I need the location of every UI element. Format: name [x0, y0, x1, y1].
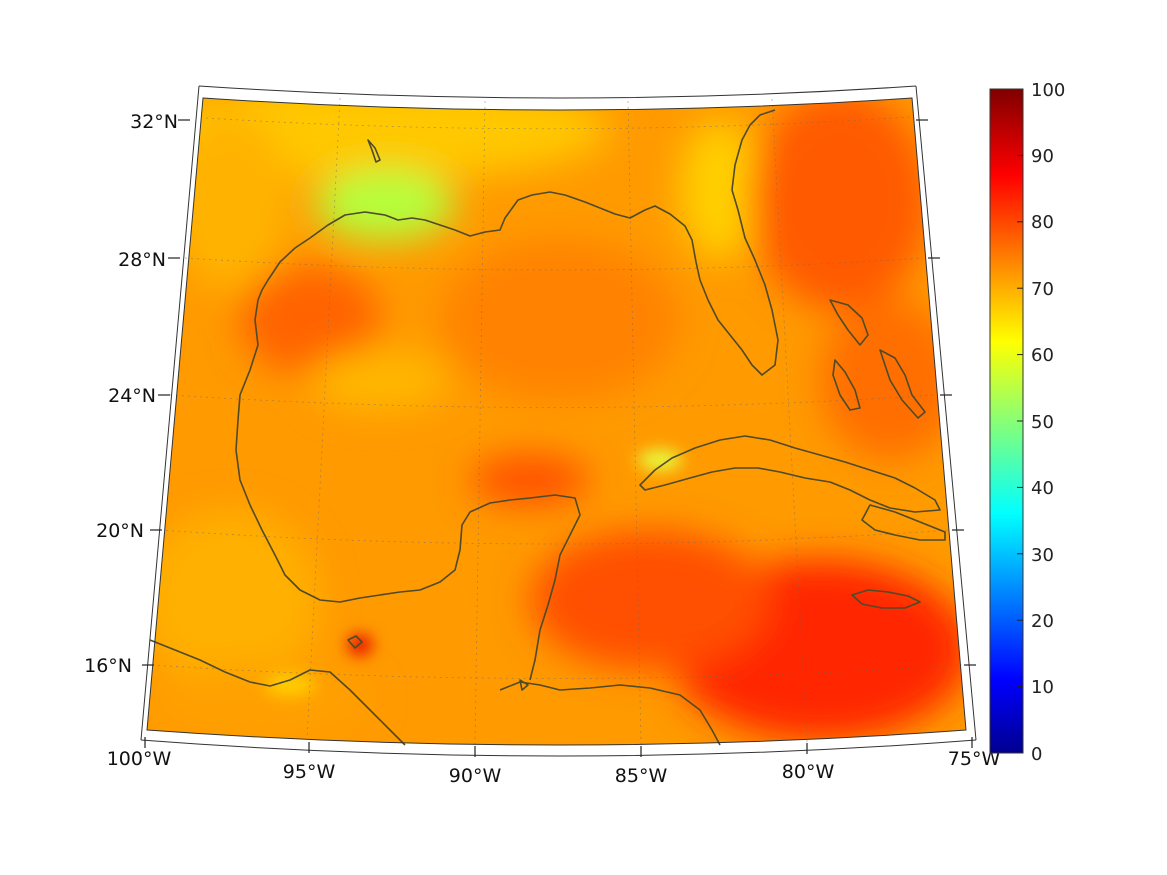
- coast-gulf-north: [257, 109, 779, 376]
- field-spot-coast-yellow: [265, 675, 315, 695]
- colorbar-label-10: 10: [1031, 677, 1054, 698]
- lat-label-20n: 20°N: [96, 520, 144, 542]
- field-patch-gulf-yellow: [310, 350, 450, 410]
- coast-central-america: [499, 681, 721, 746]
- coast-lake: [367, 139, 381, 163]
- field-patch-atlantic-red: [750, 98, 930, 310]
- field-spot-cuba-green: [638, 450, 682, 470]
- field-patch-pacific: [150, 665, 370, 735]
- coast-bahamas-1: [829, 299, 869, 346]
- frame-edge-ticks: [140, 85, 977, 757]
- coastlines: [149, 109, 946, 746]
- coast-jamaica: [851, 589, 921, 609]
- field-patch-texas-red: [240, 265, 380, 375]
- coast-islet: [347, 635, 363, 649]
- tick-marks: [142, 119, 976, 757]
- lon-label-80w: 80°W: [782, 761, 835, 783]
- coast-cuba: [639, 435, 941, 513]
- lon-label-100w: 100°W: [107, 748, 172, 770]
- field-patch-gulf-east: [440, 240, 680, 400]
- colorbar-label-30: 30: [1031, 545, 1054, 566]
- lon-label-95w: 95°W: [283, 761, 336, 783]
- field-patch-northwest: [170, 110, 290, 290]
- coast-hispaniola: [861, 504, 946, 541]
- lat-label-32n: 32°N: [130, 111, 178, 133]
- field-patch-louisiana-low: [315, 170, 455, 240]
- colorbar: 100 90 80 70 60 50 40 30 20 10 0: [989, 80, 1065, 765]
- lat-label-16n: 16°N: [84, 655, 132, 677]
- colorbar-label-70: 70: [1031, 279, 1054, 300]
- coast-yucatan-islands: [519, 679, 529, 691]
- field-patch-caribbean-mid: [530, 530, 770, 670]
- lat-label-28n: 28°N: [118, 249, 166, 271]
- colorbar-label-20: 20: [1031, 611, 1054, 632]
- colorbar-label-40: 40: [1031, 478, 1054, 499]
- field-spot-mexico-red: [348, 635, 372, 655]
- data-field: [147, 98, 966, 745]
- colorbar-label-100: 100: [1031, 80, 1065, 101]
- field-patch-florida-yellow: [680, 120, 760, 260]
- lat-labels: 32°N 28°N 24°N 20°N 16°N: [84, 111, 178, 677]
- coast-pacific: [149, 639, 406, 746]
- lon-label-85w: 85°W: [615, 765, 668, 787]
- colorbar-label-0: 0: [1031, 744, 1042, 765]
- colorbar-label-90: 90: [1031, 146, 1054, 167]
- colorbar-label-80: 80: [1031, 212, 1054, 233]
- field-patch-mexico-land: [147, 510, 320, 690]
- lon-labels: 100°W 95°W 90°W 85°W 80°W 75°W: [107, 748, 1001, 787]
- coast-bahamas-3: [879, 349, 926, 419]
- colorbar-label-60: 60: [1031, 345, 1054, 366]
- graticule: [151, 97, 963, 746]
- colorbar-ticks: [1017, 154, 1023, 688]
- coast-mexico-gulf: [235, 299, 581, 681]
- lon-label-75w: 75°W: [948, 748, 1001, 770]
- coast-bahamas-2: [832, 359, 861, 411]
- colorbar-label-50: 50: [1031, 412, 1054, 433]
- field-patch-yucatan-red: [470, 455, 590, 505]
- map-frame: [146, 97, 967, 746]
- lat-label-24n: 24°N: [108, 385, 156, 407]
- lon-label-90w: 90°W: [449, 765, 502, 787]
